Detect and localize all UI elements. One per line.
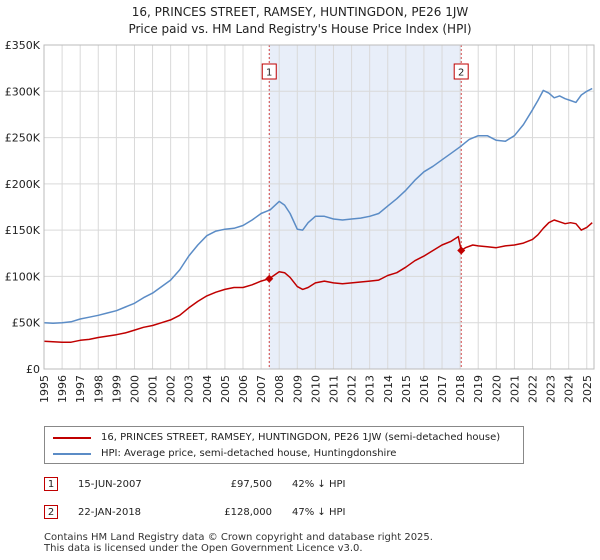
transaction-date: 22-JAN-2018 [78, 506, 142, 518]
x-tick-label: 2010 [309, 375, 322, 403]
y-tick-label: £0 [26, 363, 40, 376]
footer-line-1: Contains HM Land Registry data © Crown c… [44, 532, 433, 543]
transaction-row: 1 15-JUN-2007 £97,500 42% ↓ HPI [44, 476, 345, 492]
x-tick-label: 2001 [147, 375, 160, 403]
shaded-period [269, 45, 462, 369]
y-tick-label: £250K [5, 132, 41, 145]
x-tick-label: 2003 [183, 375, 196, 403]
x-tick-label: 2000 [128, 375, 141, 403]
y-tick-label: £50K [12, 317, 41, 330]
x-tick-label: 2025 [581, 375, 594, 403]
y-tick-label: £300K [5, 85, 41, 98]
x-tick-label: 2018 [454, 375, 467, 403]
transaction-price: £128,000 [224, 506, 272, 518]
y-tick-label: £350K [5, 39, 41, 52]
legend: 16, PRINCES STREET, RAMSEY, HUNTINGDON, … [44, 426, 524, 464]
x-tick-label: 1999 [110, 375, 123, 403]
x-tick-label: 2006 [237, 375, 250, 403]
x-tick-label: 1996 [56, 375, 69, 403]
sale-point [457, 246, 466, 255]
chart-title-block: 16, PRINCES STREET, RAMSEY, HUNTINGDON, … [0, 4, 600, 38]
legend-label-property: 16, PRINCES STREET, RAMSEY, HUNTINGDON, … [101, 432, 501, 443]
x-tick-label: 2009 [291, 375, 304, 403]
y-tick-label: £150K [5, 224, 41, 237]
sale-marker-label: 2 [458, 68, 464, 79]
chart-title: 16, PRINCES STREET, RAMSEY, HUNTINGDON, … [131, 5, 469, 19]
legend-item-hpi: HPI: Average price, semi-detached house,… [53, 448, 396, 459]
legend-item-property: 16, PRINCES STREET, RAMSEY, HUNTINGDON, … [53, 432, 500, 443]
x-tick-label: 2024 [563, 375, 576, 403]
transaction-number-badge: 2 [44, 505, 58, 519]
transaction-price: £97,500 [230, 478, 272, 490]
footer-line-2: This data is licensed under the Open Gov… [44, 543, 363, 554]
x-tick-label: 2019 [472, 375, 485, 403]
x-tick-label: 2007 [255, 375, 268, 403]
x-tick-label: 2015 [400, 375, 413, 403]
price-chart: 1 2 £0 £50K £100K £150K £200K £250K £300K £350K 1… [5, 39, 595, 403]
sale-marker-box [453, 63, 469, 80]
x-tick-label: 2021 [508, 375, 521, 403]
sale-marker-box [261, 63, 277, 80]
x-tick-label: 1995 [38, 375, 51, 403]
x-tick-label: 2022 [526, 375, 539, 403]
x-tick-label: 2013 [364, 375, 377, 403]
x-tick-label: 2012 [346, 375, 359, 403]
x-tick-label: 2008 [273, 375, 286, 403]
x-tick-label: 2005 [219, 375, 232, 403]
plot-border [43, 44, 595, 370]
x-tick-label: 2016 [418, 375, 431, 403]
transaction-hpi-diff: 42% ↓ HPI [292, 478, 346, 490]
hpi-line [43, 87, 593, 324]
transaction-date: 15-JUN-2007 [78, 478, 142, 490]
x-tick-label: 2020 [490, 375, 503, 403]
x-tick-label: 2004 [201, 375, 214, 403]
x-tick-label: 2002 [165, 375, 178, 403]
x-tick-label: 2014 [382, 375, 395, 403]
legend-swatch-hpi [53, 452, 91, 455]
property-price-line [43, 219, 593, 343]
x-tick-label: 2011 [327, 375, 340, 403]
transaction-row: 2 22-JAN-2018 £128,000 47% ↓ HPI [44, 504, 345, 520]
x-tick-label: 1997 [74, 375, 87, 403]
footer-attribution: Contains HM Land Registry data © Crown c… [44, 532, 433, 554]
x-tick-label: 2023 [545, 375, 558, 403]
sale-marker-label: 1 [266, 68, 272, 79]
legend-label-hpi: HPI: Average price, semi-detached house,… [101, 448, 397, 459]
transaction-number-badge: 1 [44, 477, 58, 491]
x-tick-label: 2017 [436, 375, 449, 403]
chart-subtitle: Price paid vs. HM Land Registry's House … [128, 22, 472, 36]
x-tick-label: 1998 [92, 375, 105, 403]
y-tick-label: £100K [5, 270, 41, 283]
transaction-hpi-diff: 47% ↓ HPI [292, 506, 346, 518]
legend-swatch-property [53, 436, 91, 439]
y-tick-label: £200K [5, 178, 41, 191]
sale-point [265, 274, 274, 283]
